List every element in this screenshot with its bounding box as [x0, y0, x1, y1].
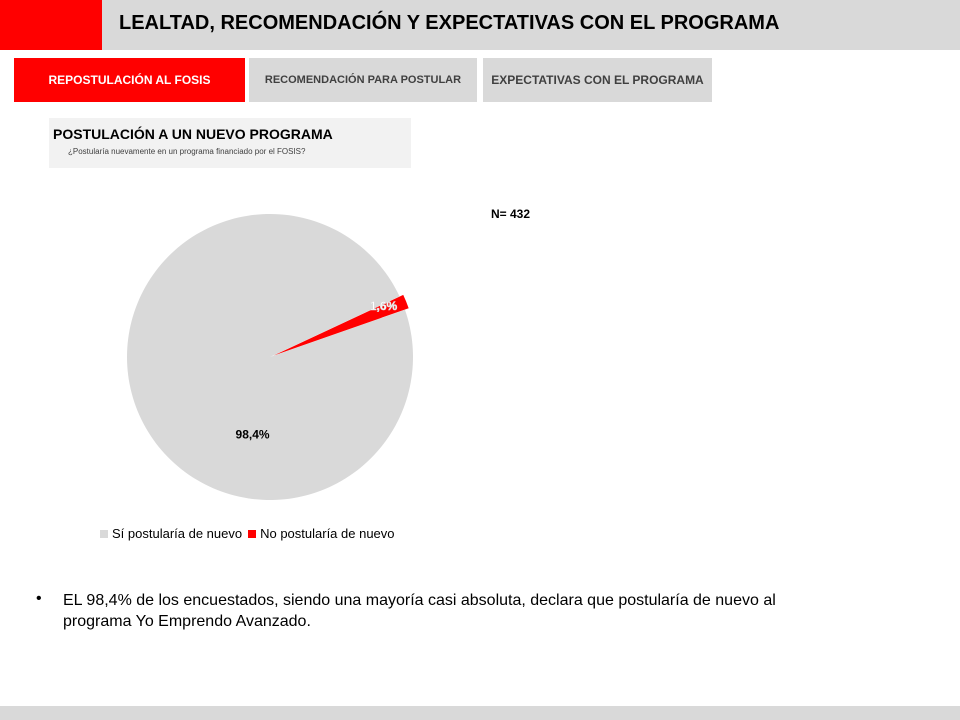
- section-title: POSTULACIÓN A UN NUEVO PROGRAMA: [53, 126, 333, 142]
- legend-item-no: No postularía de nuevo: [248, 526, 395, 541]
- sample-size-label: N= 432: [491, 207, 531, 221]
- page-title: LEALTAD, RECOMENDACIÓN Y EXPECTATIVAS CO…: [119, 12, 780, 34]
- tab-recomendacion[interactable]: RECOMENDACIÓN PARA POSTULAR: [249, 58, 477, 102]
- legend-swatch-no: [248, 529, 257, 538]
- section-header-box: [49, 118, 411, 168]
- summary-text: EL 98,4% de los encuestados, siendo una …: [63, 592, 776, 630]
- footer-bar: [0, 706, 960, 720]
- legend-label-si: Sí postularía de nuevo: [112, 526, 243, 541]
- tab-repostulacion[interactable]: REPOSTULACIÓN AL FOSIS: [14, 58, 245, 102]
- chart-legend: Sí postularía de nuevo No postularía de …: [100, 526, 395, 541]
- pie-slice-si: [126, 213, 413, 500]
- header-bar: [0, 0, 960, 50]
- section-question: ¿Postularía nuevamente en un programa fi…: [68, 147, 306, 156]
- header-accent: [0, 0, 102, 50]
- pie-label-no: 1,6%: [370, 299, 398, 313]
- pie-slice-no: [273, 294, 409, 356]
- legend-label-no: No postularía de nuevo: [260, 526, 395, 541]
- legend-item-si: Sí postularía de nuevo: [100, 526, 242, 541]
- tab-expectativas[interactable]: EXPECTATIVAS CON EL PROGRAMA: [483, 58, 712, 102]
- legend-swatch-si: [100, 529, 108, 538]
- pie-label-si: 98,4%: [236, 428, 270, 442]
- bullet-icon: •: [36, 590, 42, 607]
